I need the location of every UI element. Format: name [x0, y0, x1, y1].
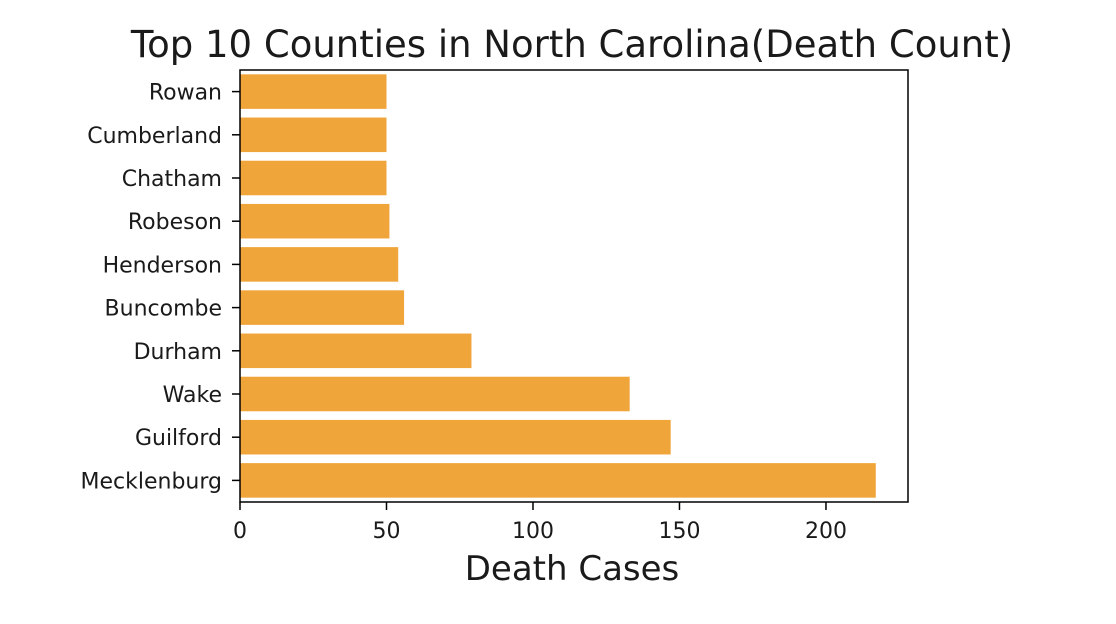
x-tick-label: 100	[512, 519, 554, 544]
y-tick-label: Cumberland	[87, 124, 222, 149]
y-tick-label: Guilford	[135, 426, 222, 451]
plot-frame	[239, 69, 909, 503]
y-tick-label: Wake	[163, 383, 222, 408]
bars-group	[240, 74, 876, 498]
bar-buncombe	[240, 290, 405, 325]
bar-cumberland	[240, 117, 387, 153]
bar-henderson	[240, 247, 399, 282]
x-tick-label: 50	[372, 519, 400, 544]
chart-title: Top 10 Counties in North Carolina(Death …	[130, 23, 1013, 66]
bar-robeson	[240, 203, 390, 239]
y-tick-label: Henderson	[103, 253, 222, 278]
y-tick-label: Buncombe	[105, 297, 222, 322]
y-tick-label: Durham	[134, 340, 222, 365]
y-tick-label: Chatham	[122, 167, 222, 192]
bar-rowan	[240, 74, 387, 109]
bar-guilford	[240, 419, 671, 455]
bar-wake	[240, 376, 630, 412]
x-axis-label: Death Cases	[465, 549, 680, 589]
x-axis-ticks: 0 50 100 150 200	[233, 502, 847, 544]
x-tick-label: 0	[233, 519, 247, 544]
y-tick-label: Mecklenburg	[81, 469, 222, 494]
y-tick-label: Rowan	[149, 81, 222, 106]
bar-chatham	[240, 160, 387, 196]
x-tick-label: 200	[805, 519, 847, 544]
x-tick-label: 150	[658, 519, 700, 544]
y-tick-label: Robeson	[128, 210, 222, 235]
y-axis-ticks: Mecklenburg Guilford Wake Durham Buncombe Hen…	[81, 81, 240, 494]
bar-durham	[240, 333, 472, 369]
bar-mecklenburg	[240, 463, 876, 498]
